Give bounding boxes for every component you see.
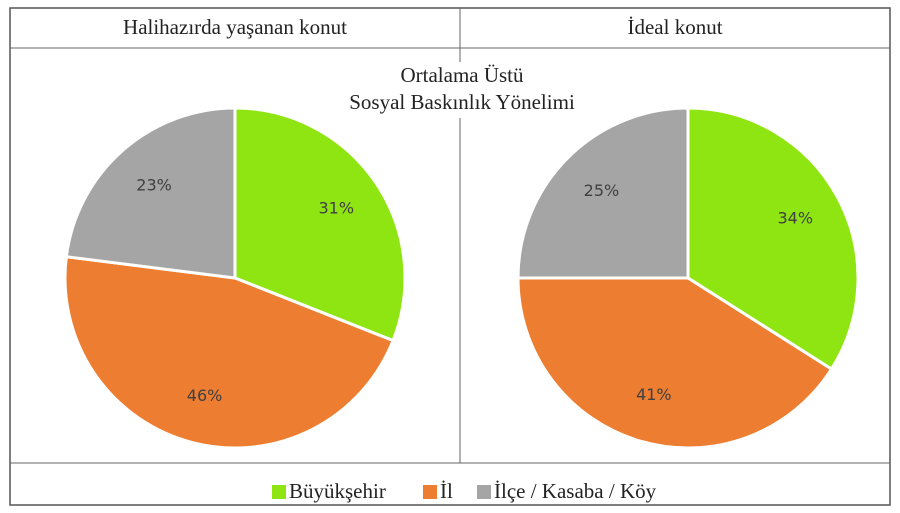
legend-label: İlçe / Kasaba / Köy	[494, 479, 657, 503]
pie-slice	[233, 106, 407, 343]
legend-label: Büyükşehir	[289, 479, 386, 503]
figure-title: Ortalama Üstü	[400, 63, 524, 87]
data-label: 41%	[636, 385, 672, 404]
legend-swatch	[272, 485, 286, 499]
data-label: 23%	[136, 176, 172, 195]
title-backdrop	[380, 62, 590, 118]
data-label: 25%	[584, 181, 620, 200]
pie-title: İdeal konut	[627, 15, 722, 39]
data-label: 46%	[187, 386, 223, 405]
pie-slice	[516, 106, 690, 280]
pie-slice	[516, 276, 834, 450]
legend-label: İl	[440, 479, 453, 503]
data-label: 31%	[318, 199, 354, 218]
pie-slice	[64, 106, 237, 280]
legend-swatch	[477, 485, 491, 499]
pie-slice	[63, 255, 396, 450]
legend-swatch	[423, 485, 437, 499]
figure-title: Sosyal Baskınlık Yönelimi	[349, 90, 575, 114]
data-label: 34%	[777, 209, 813, 228]
pie-title: Halihazırda yaşanan konut	[123, 15, 347, 39]
